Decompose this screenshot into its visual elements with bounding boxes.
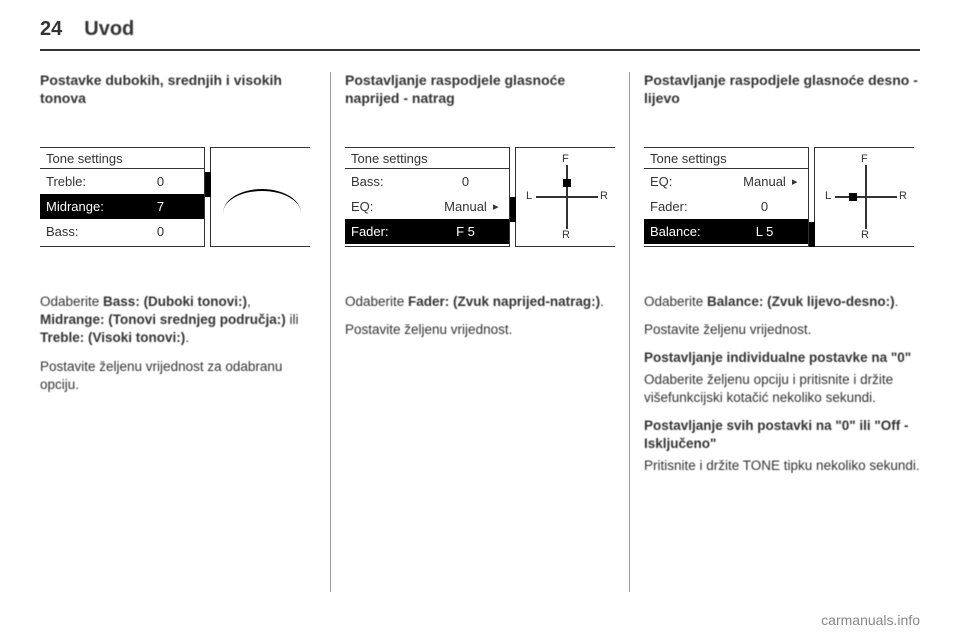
- section-title: Postavke dubokih, srednjih i visokih ton…: [40, 72, 316, 107]
- graphic-area: [215, 147, 310, 247]
- settings-row: Bass:0: [345, 169, 509, 194]
- setting-label: Bass:: [46, 224, 133, 239]
- setting-label: Balance:: [650, 224, 737, 239]
- page-header: 24 Uvod: [40, 18, 920, 51]
- settings-header: Tone settings: [40, 147, 204, 169]
- scrollbar-thumb: [809, 222, 815, 247]
- setting-value: 0: [737, 199, 792, 214]
- settings-row: EQ:Manual▸: [644, 169, 808, 194]
- body-paragraph: Odaberite Fader: (Zvuk naprijed-natrag:)…: [345, 293, 615, 311]
- fader-label: R: [861, 229, 869, 241]
- fader-label: L: [526, 190, 532, 202]
- section-title: Postavljanje raspodjele glasnoće naprije…: [345, 72, 615, 107]
- setting-label: Fader:: [351, 224, 438, 239]
- device-screenshot: Tone settingsTreble:0Midrange:7Bass:0: [40, 117, 310, 277]
- settings-row: Midrange:7: [40, 194, 204, 219]
- setting-label: EQ:: [650, 174, 737, 189]
- settings-row: Fader:0: [644, 194, 808, 219]
- setting-value: 0: [133, 224, 188, 239]
- settings-panel: Tone settingsEQ:Manual▸Fader:0Balance:L …: [644, 147, 809, 247]
- fader-diagram: FLRR: [530, 157, 605, 237]
- column-2: Postavljanje raspodjele glasnoće naprije…: [330, 72, 630, 592]
- setting-label: Bass:: [351, 174, 438, 189]
- setting-value: 0: [438, 174, 493, 189]
- chapter-title: Uvod: [84, 18, 134, 41]
- fader-knob-icon: [563, 179, 571, 187]
- fader-knob-icon: [849, 193, 857, 201]
- settings-header: Tone settings: [644, 147, 808, 169]
- column-1: Postavke dubokih, srednjih i visokih ton…: [40, 72, 330, 592]
- body-paragraph: Postavite željenu vrijednost za odabranu…: [40, 358, 316, 394]
- settings-row: Balance:L 5: [644, 219, 808, 244]
- setting-label: Midrange:: [46, 199, 133, 214]
- sub-heading: Postavljanje svih postavki na "0" ili "O…: [644, 417, 920, 452]
- body-paragraph: Odaberite željenu opciju i pritisnite i …: [644, 371, 920, 407]
- content-columns: Postavke dubokih, srednjih i visokih ton…: [40, 72, 920, 592]
- setting-value: 7: [133, 199, 188, 214]
- setting-label: Treble:: [46, 174, 133, 189]
- body-paragraph: Pritisnite i držite TONE tipku nekoliko …: [644, 457, 920, 475]
- tone-curve-icon: [223, 189, 301, 213]
- device-screenshot: Tone settingsEQ:Manual▸Fader:0Balance:L …: [644, 117, 914, 277]
- fader-label: L: [825, 190, 831, 202]
- settings-row: Fader:F 5: [345, 219, 509, 244]
- settings-header: Tone settings: [345, 147, 509, 169]
- fader-label: F: [562, 153, 569, 165]
- setting-value: 0: [133, 174, 188, 189]
- fader-label: R: [600, 190, 608, 202]
- scrollbar-thumb: [510, 197, 516, 222]
- fader-label: R: [562, 229, 570, 241]
- settings-panel: Tone settingsTreble:0Midrange:7Bass:0: [40, 147, 205, 247]
- scrollbar-track: [809, 147, 815, 247]
- fader-diagram: FLRR: [829, 157, 904, 237]
- footer-link: carmanuals.info: [821, 612, 920, 628]
- fader-label: R: [899, 190, 907, 202]
- sub-heading: Postavljanje individualne postavke na "0…: [644, 349, 920, 367]
- device-screenshot: Tone settingsBass:0EQ:Manual▸Fader:F 5FL…: [345, 117, 615, 277]
- setting-label: EQ:: [351, 199, 438, 214]
- setting-value: Manual: [438, 199, 493, 214]
- scrollbar-track: [205, 147, 211, 247]
- settings-panel: Tone settingsBass:0EQ:Manual▸Fader:F 5: [345, 147, 510, 247]
- chevron-right-icon: ▸: [493, 200, 503, 213]
- settings-row: Treble:0: [40, 169, 204, 194]
- setting-value: F 5: [438, 224, 493, 239]
- fader-label: F: [861, 153, 868, 165]
- scrollbar-track: [510, 147, 516, 247]
- scrollbar-thumb: [205, 172, 211, 197]
- body-paragraph: Odaberite Bass: (Duboki tonovi:), Midran…: [40, 293, 316, 348]
- chevron-right-icon: ▸: [792, 175, 802, 188]
- graphic-area: F L R R: [819, 147, 914, 247]
- body-paragraph: Postavite željenu vrijednost.: [644, 321, 920, 339]
- column-3: Postavljanje raspodjele glasnoće desno -…: [630, 72, 920, 592]
- settings-row: Bass:0: [40, 219, 204, 244]
- setting-label: Fader:: [650, 199, 737, 214]
- body-paragraph: Odaberite Balance: (Zvuk lijevo-desno:).: [644, 293, 920, 311]
- page-number: 24: [40, 18, 62, 41]
- body-paragraph: Postavite željenu vrijednost.: [345, 321, 615, 339]
- graphic-area: F L R R: [520, 147, 615, 247]
- setting-value: Manual: [737, 174, 792, 189]
- settings-row: EQ:Manual▸: [345, 194, 509, 219]
- section-title: Postavljanje raspodjele glasnoće desno -…: [644, 72, 920, 107]
- setting-value: L 5: [737, 224, 792, 239]
